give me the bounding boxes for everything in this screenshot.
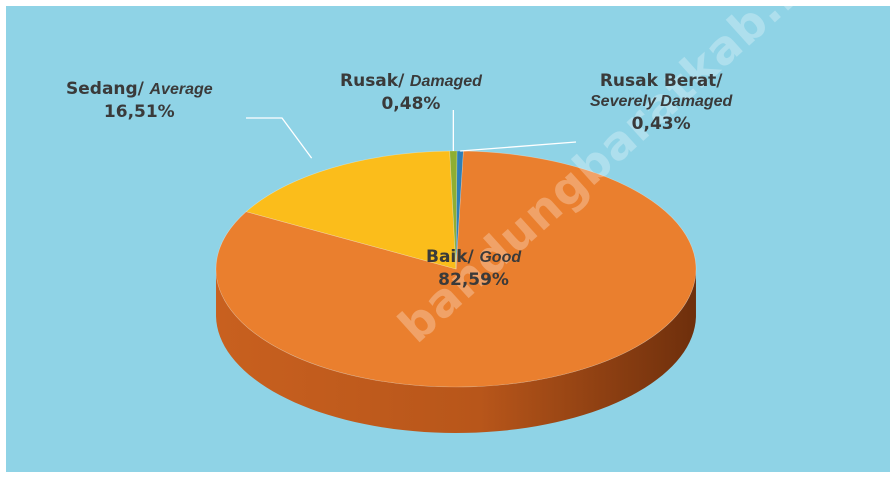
slice-label-sedang: Sedang/ Average 16,51% — [66, 78, 213, 123]
chart-frame: bandungbaratkab.bps.go.id Sedang/ Averag… — [6, 6, 890, 472]
pie-chart — [6, 6, 890, 472]
slice-label-rusak-id: Rusak/ — [340, 71, 405, 91]
slice-value-rusak-berat: 0,43% — [631, 113, 691, 134]
slice-value-baik: 82,59% — [438, 269, 509, 290]
leader-line-rusak-berat — [460, 141, 577, 152]
slice-value-sedang: 16,51% — [103, 101, 175, 122]
leader-line-sedang — [246, 117, 313, 159]
slice-label-rusak-berat: Rusak Berat/ Severely Damaged 0,43% — [590, 70, 732, 135]
slice-label-baik-id: Baik/ — [426, 247, 474, 267]
pie-slice-sedang — [245, 150, 457, 270]
slice-label-baik: Baik/ Good 82,59% — [426, 246, 521, 291]
slice-label-rusak-berat-en: Severely Damaged — [590, 93, 733, 111]
leader-lines — [246, 110, 577, 159]
slice-label-rusak-en: Damaged — [409, 73, 482, 90]
pie-side-baik — [216, 270, 696, 433]
slice-label-sedang-en: Average — [149, 81, 213, 98]
slice-label-rusak: Rusak/ Damaged 0,48% — [340, 70, 482, 115]
pie-slice-baik — [215, 150, 697, 388]
pie-sides — [216, 270, 696, 433]
slice-label-sedang-id: Sedang/ — [66, 79, 144, 99]
slice-label-rusak-berat-id: Rusak Berat/ — [599, 71, 723, 91]
slice-label-baik-en: Good — [479, 249, 522, 266]
slice-value-rusak: 0,48% — [381, 93, 441, 114]
